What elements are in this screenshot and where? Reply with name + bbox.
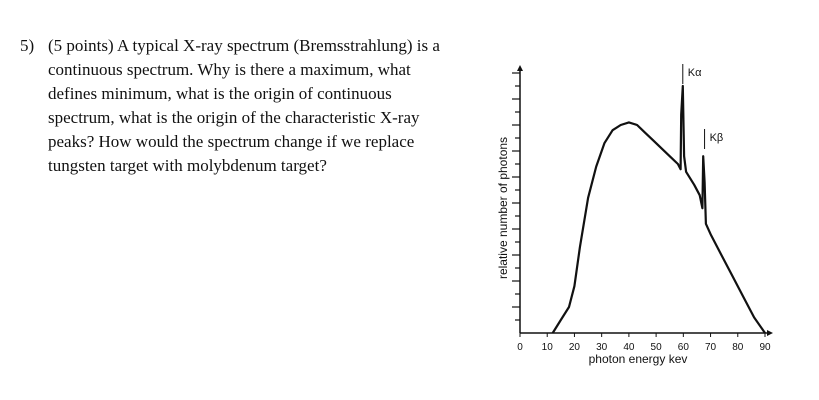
peak-label: Kβ — [710, 132, 724, 144]
xray-spectrum-chart: 0 10 20 30 40 50 60 70 80 90 Kα Kβ relative number … — [496, 64, 773, 366]
y-axis-label: relative number of photons — [496, 137, 510, 279]
y-axis-arrow — [517, 65, 523, 71]
question-block: 5) (5 points) A typical X-ray spectrum (… — [20, 34, 490, 178]
x-tick-label: 60 — [678, 342, 690, 353]
x-tick-label: 30 — [596, 342, 608, 353]
x-tick-label: 50 — [651, 342, 663, 353]
x-tick-label: 90 — [759, 342, 771, 353]
x-tick-label: 10 — [542, 342, 554, 353]
x-tick-label: 80 — [732, 342, 744, 353]
question-line: peaks? How would the spectrum change if … — [48, 132, 415, 151]
x-tick-label: 40 — [623, 342, 635, 353]
question-line: tungsten target with molybdenum target? — [48, 156, 327, 175]
question-line: spectrum, what is the origin of the char… — [48, 108, 420, 127]
x-tick-label: 20 — [569, 342, 581, 353]
question-line: defines minimum, what is the origin of c… — [48, 84, 392, 103]
question-line: continuous spectrum. Why is there a maxi… — [48, 60, 411, 79]
x-axis-arrow — [767, 330, 773, 336]
x-axis-label: photon energy kev — [589, 352, 688, 366]
question-text: (5 points) A typical X-ray spectrum (Bre… — [48, 34, 490, 178]
question-line: (5 points) A typical X-ray spectrum (Bre… — [48, 36, 440, 55]
x-tick-label: 0 — [517, 342, 523, 353]
spectrum-curve — [551, 84, 766, 334]
xray-spectrum-figure: 0 10 20 30 40 50 60 70 80 90 Kα Kβ relative number … — [480, 60, 800, 390]
peak-label: Kα — [688, 67, 702, 79]
x-tick-label: 70 — [705, 342, 717, 353]
question-number: 5) — [20, 36, 35, 55]
